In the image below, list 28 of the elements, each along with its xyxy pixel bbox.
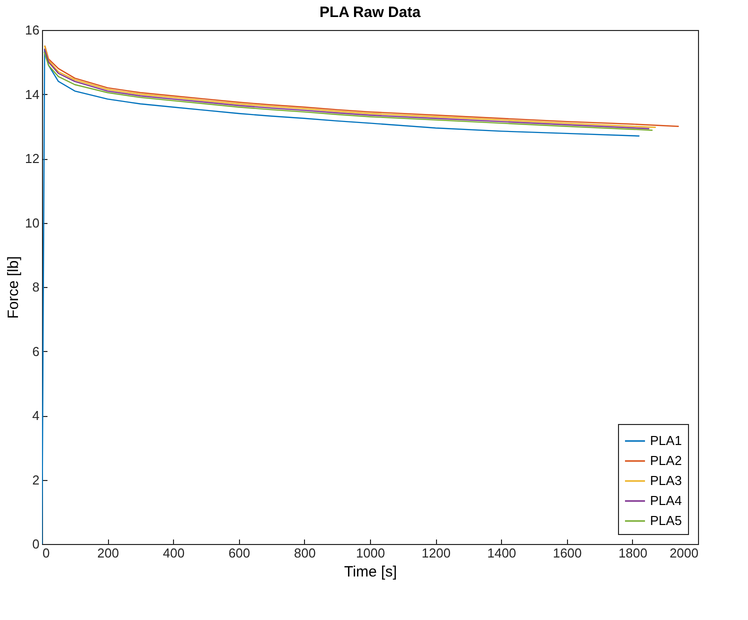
legend-label: PLA5 [650, 513, 682, 528]
y-tick-label: 6 [32, 344, 40, 359]
y-tick-label: 2 [32, 472, 40, 488]
x-tick-label: 1800 [618, 546, 648, 560]
x-tick-label: 600 [228, 546, 250, 560]
line-series [42, 48, 640, 544]
legend-label: PLA1 [650, 433, 682, 448]
x-tick-label: 1400 [487, 546, 516, 560]
y-tick-label: 16 [25, 22, 40, 38]
x-tick-label: 0 [42, 546, 50, 560]
y-tick-label: 8 [32, 280, 40, 294]
x-tick-label: 2000 [670, 546, 698, 560]
x-tick-label: 800 [294, 546, 316, 560]
x-axis-title: Time [s] [344, 564, 397, 580]
y-tick-label: 4 [32, 408, 40, 423]
legend-label: PLA3 [650, 473, 682, 488]
chart-title: PLA Raw Data [319, 4, 422, 21]
x-tick-label: 400 [162, 546, 185, 560]
x-tick-label: 200 [97, 546, 119, 560]
y-tick-label: 10 [25, 215, 40, 230]
y-tick-label: 14 [25, 86, 40, 102]
x-tick-label: 1000 [356, 546, 385, 560]
y-axis-title: Force [lb] [5, 256, 22, 319]
legend-label: PLA2 [650, 453, 682, 468]
y-tick-label: 12 [25, 151, 40, 166]
x-tick-label: 1600 [552, 546, 582, 560]
x-tick-label: 1200 [422, 546, 451, 560]
legend-label: PLA4 [650, 493, 682, 508]
